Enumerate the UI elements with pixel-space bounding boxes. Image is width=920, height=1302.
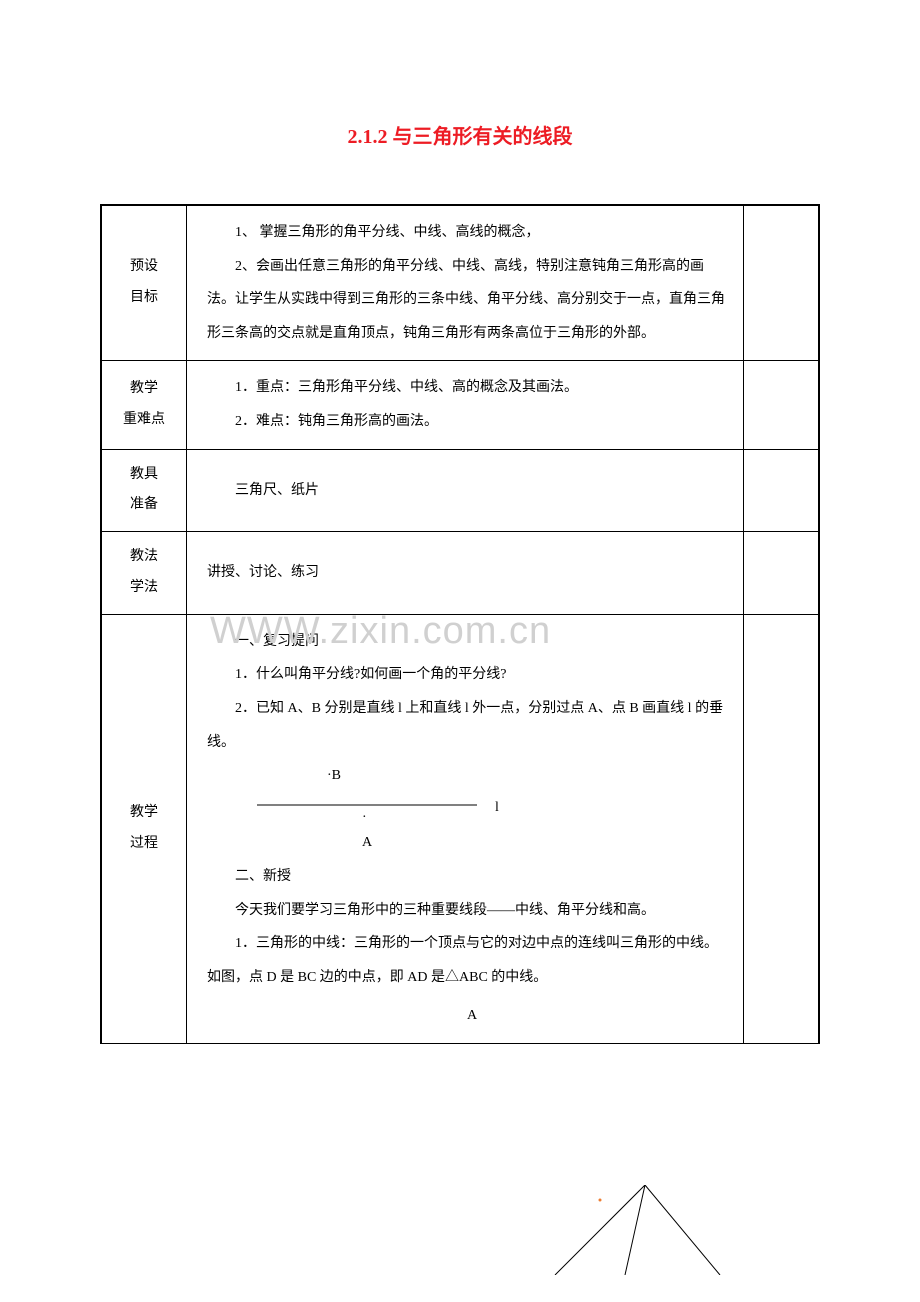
page-title: 2.1.2 与三角形有关的线段 [0,0,920,204]
methods-label: 教法学法 [102,532,187,615]
new-intro: 今天我们要学习三角形中的三种重要线段——中线、角平分线和高。 [207,894,728,928]
lesson-plan-table: 预设目标 1、 掌握三角形的角平分线、中线、高线的概念， 2、会画出任意三角形的… [100,204,820,1044]
line-drawing [257,800,507,820]
process-row: 教学过程 一、复习提问 1．什么叫角平分线?如何画一个角的平分线? 2．已知 A… [102,614,819,1043]
goals-content: 1、 掌握三角形的角平分线、中线、高线的概念， 2、会画出任意三角形的角平分线、… [187,206,744,361]
diagram-point-b: ·B [327,759,728,793]
diagram-point-a: A [362,826,728,860]
diagram-point-a-dot: · [362,801,367,835]
goals-row: 预设目标 1、 掌握三角形的角平分线、中线、高线的概念， 2、会画出任意三角形的… [102,206,819,361]
goals-item-1: 1、 掌握三角形的角平分线、中线、高线的概念， [207,216,728,250]
triangle-diagram [550,1185,830,1275]
methods-content: 讲授、讨论、练习 [187,532,744,615]
tools-row: 教具准备 三角尺、纸片 [102,449,819,532]
keypoints-label: 教学重难点 [102,361,187,449]
goals-label: 预设目标 [102,206,187,361]
process-content: 一、复习提问 1．什么叫角平分线?如何画一个角的平分线? 2．已知 A、B 分别… [187,614,744,1043]
keypoints-item-2: 2．难点：钝角三角形高的画法。 [207,405,728,439]
keypoints-item-1: 1．重点：三角形角平分线、中线、高的概念及其画法。 [207,371,728,405]
methods-row: 教法学法 讲授、讨论、练习 [102,532,819,615]
process-notes [744,614,819,1043]
goals-item-2: 2、会画出任意三角形的角平分线、中线、高线，特别注意钝角三角形高的画法。让学生从… [207,250,728,351]
keypoints-notes [744,361,819,449]
diagram-line-label: l [495,791,499,825]
review-heading: 一、复习提问 [207,625,728,659]
process-label: 教学过程 [102,614,187,1043]
review-item-1: 1．什么叫角平分线?如何画一个角的平分线? [207,658,728,692]
tools-text: 三角尺、纸片 [207,474,728,508]
triangle-label-a: A [467,999,728,1033]
diagram-line-l: · l [257,793,728,827]
methods-text: 讲授、讨论、练习 [207,556,728,590]
tools-label: 教具准备 [102,449,187,532]
review-item-2: 2．已知 A、B 分别是直线 l 上和直线 l 外一点，分别过点 A、点 B 画… [207,692,728,759]
tools-content: 三角尺、纸片 [187,449,744,532]
new-item-1: 1．三角形的中线：三角形的一个顶点与它的对边中点的连线叫三角形的中线。如图，点 … [207,927,728,994]
keypoints-row: 教学重难点 1．重点：三角形角平分线、中线、高的概念及其画法。 2．难点：钝角三… [102,361,819,449]
goals-notes [744,206,819,361]
keypoints-content: 1．重点：三角形角平分线、中线、高的概念及其画法。 2．难点：钝角三角形高的画法… [187,361,744,449]
new-heading: 二、新授 [207,860,728,894]
methods-notes [744,532,819,615]
tools-notes [744,449,819,532]
